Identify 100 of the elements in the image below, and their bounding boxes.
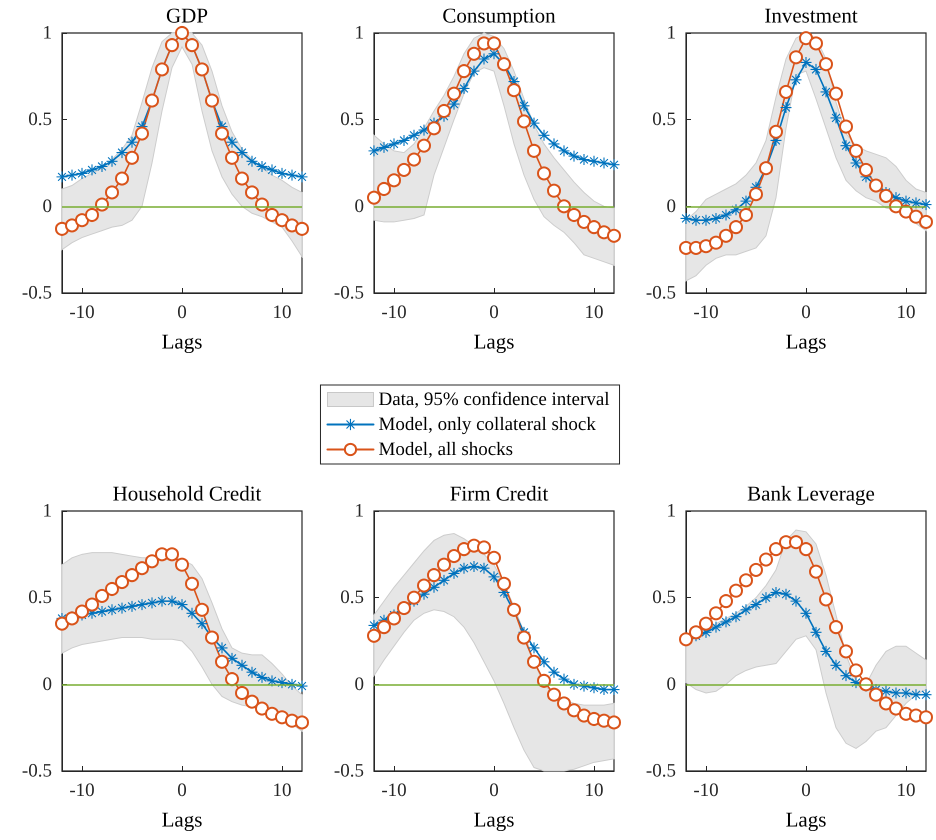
point <box>919 710 933 724</box>
x-tick-label: -10 <box>381 780 407 801</box>
y-tick-label: 1 <box>666 500 676 522</box>
x-tick-label: 0 <box>489 302 499 323</box>
point <box>729 220 743 234</box>
point <box>367 190 381 205</box>
point <box>145 554 159 568</box>
x-tick-label: -10 <box>693 302 719 323</box>
point <box>557 696 571 710</box>
x-tick-label: -10 <box>69 780 95 801</box>
y-tick-label: -0.5 <box>22 282 52 304</box>
point <box>769 124 783 139</box>
point <box>527 144 541 158</box>
point <box>789 535 803 550</box>
point <box>819 57 833 72</box>
point <box>780 588 792 600</box>
point <box>507 83 521 98</box>
point <box>537 166 551 180</box>
point <box>859 162 873 177</box>
point <box>265 208 279 222</box>
y-tick-label: -0.5 <box>22 760 52 782</box>
point <box>729 584 743 598</box>
legend-label: Data, 95% confidence interval <box>378 389 610 410</box>
x-axis-title: Lags <box>786 330 826 354</box>
y-tick-label: 0.5 <box>28 109 52 130</box>
point <box>246 156 258 167</box>
x-tick-label: 0 <box>801 780 811 801</box>
point <box>869 688 883 702</box>
y-tick-label: -0.5 <box>334 282 364 304</box>
chart-title: Household Credit <box>112 482 262 506</box>
point <box>236 660 248 671</box>
chart-title: GDP <box>166 4 208 28</box>
point <box>135 126 149 141</box>
point <box>779 84 793 99</box>
point <box>517 630 531 645</box>
x-axis-title: Lags <box>474 808 514 832</box>
point <box>769 542 783 556</box>
point <box>175 558 189 572</box>
point <box>115 575 129 590</box>
point <box>245 185 259 200</box>
y-tick-label: 0 <box>354 196 364 217</box>
y-tick-label: 1 <box>666 22 676 44</box>
y-tick-label: 0.5 <box>652 587 676 608</box>
point <box>225 672 239 686</box>
point <box>608 159 620 170</box>
point <box>115 172 129 186</box>
point <box>105 582 119 596</box>
x-tick-label: 0 <box>801 302 811 323</box>
point <box>377 182 391 196</box>
point <box>789 50 803 64</box>
point <box>497 576 511 591</box>
chart-title: Investment <box>764 4 858 28</box>
point <box>689 625 703 640</box>
x-tick-label: -10 <box>381 302 407 323</box>
point <box>186 608 198 619</box>
point <box>759 552 773 567</box>
point <box>919 214 933 229</box>
point <box>829 86 843 101</box>
point <box>588 156 600 167</box>
point <box>690 214 702 226</box>
point <box>387 173 401 188</box>
point <box>417 138 431 153</box>
point <box>920 689 932 700</box>
legend-label: Model, all shocks <box>378 439 514 460</box>
point <box>487 36 501 50</box>
point <box>55 616 69 631</box>
point <box>165 547 179 562</box>
chart-title: Consumption <box>442 4 556 28</box>
point <box>739 573 753 588</box>
point <box>295 222 309 236</box>
y-tick-label: 0 <box>666 674 676 695</box>
y-tick-label: 0.5 <box>652 109 676 130</box>
point <box>215 654 229 669</box>
point <box>849 663 863 678</box>
point <box>75 604 89 619</box>
point <box>699 616 713 631</box>
point <box>95 588 109 603</box>
point <box>245 694 259 709</box>
point <box>829 620 843 634</box>
point <box>447 86 461 101</box>
point <box>275 213 289 228</box>
x-axis-title: Lags <box>474 330 514 354</box>
point <box>830 660 842 671</box>
legend-label: Model, only collateral shock <box>378 414 596 435</box>
x-axis-title: Lags <box>162 808 202 832</box>
x-axis-title: Lags <box>786 808 826 832</box>
point <box>909 210 923 224</box>
point <box>607 228 621 243</box>
point <box>75 213 89 228</box>
point <box>125 568 139 582</box>
point <box>408 130 420 141</box>
point <box>417 578 431 593</box>
point <box>577 214 591 229</box>
x-tick-label: 0 <box>177 780 187 801</box>
point <box>700 214 712 226</box>
point <box>839 644 853 658</box>
x-tick-label: 10 <box>272 302 292 323</box>
point <box>85 208 99 222</box>
x-tick-label: 10 <box>584 780 604 801</box>
point <box>809 564 823 579</box>
